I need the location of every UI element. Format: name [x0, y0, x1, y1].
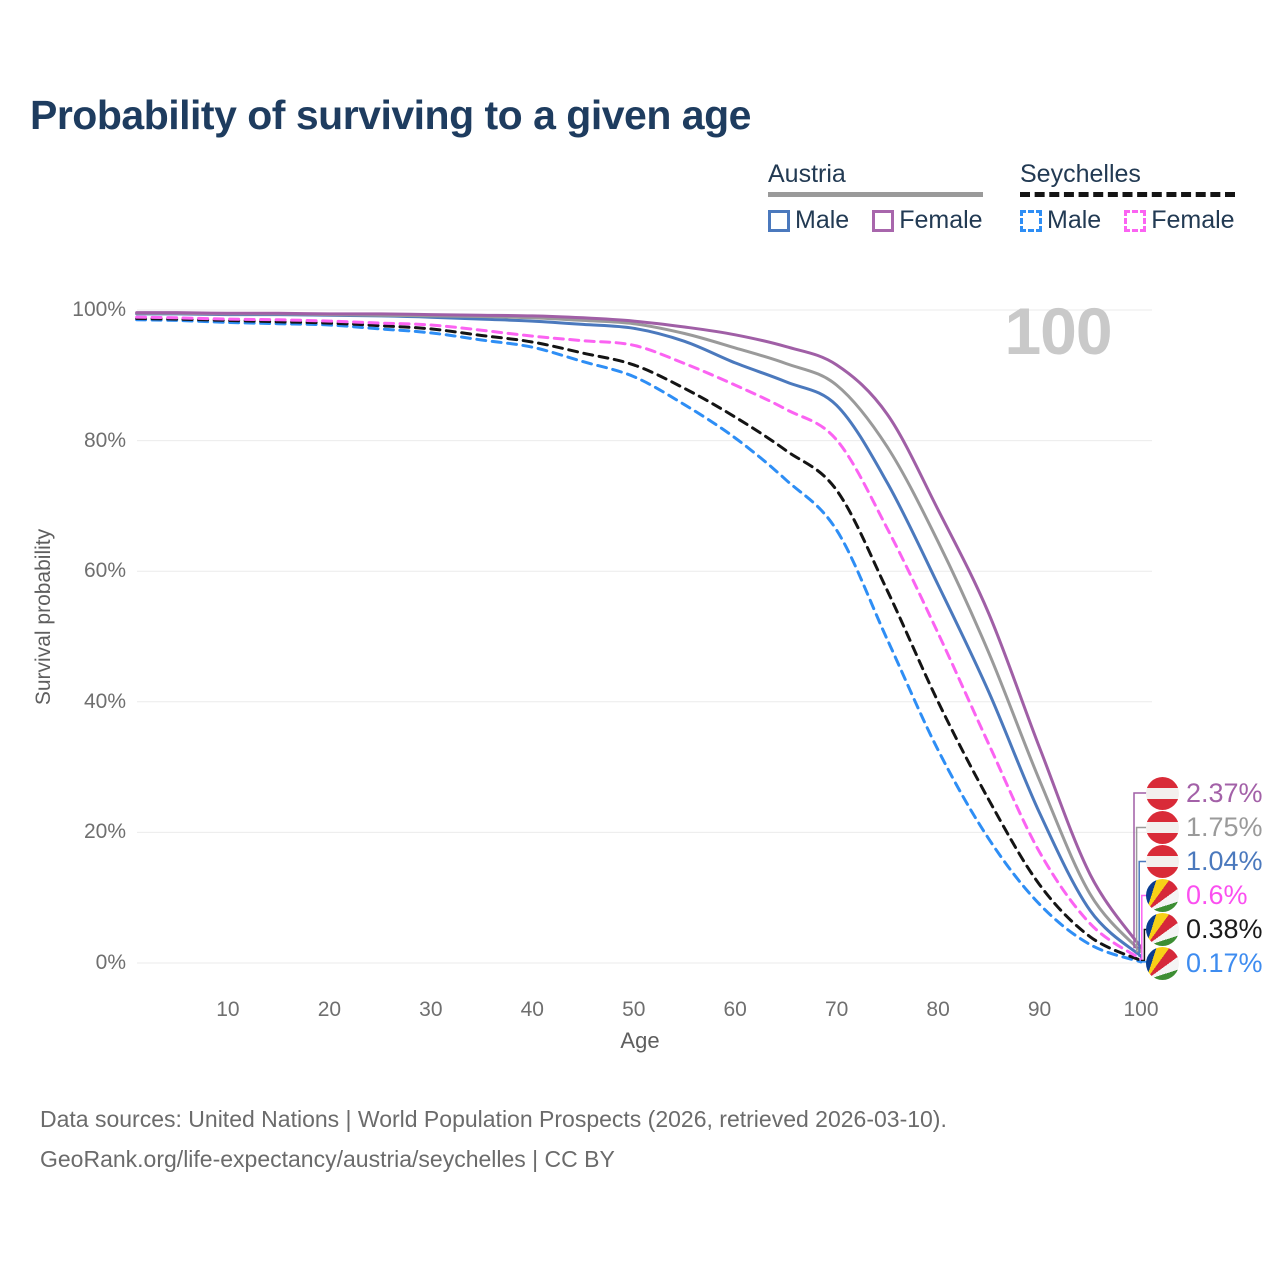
legend-item-label: Female	[899, 206, 983, 234]
end-label-value: 0.17%	[1186, 947, 1263, 978]
x-tick-label: 10	[216, 998, 240, 1021]
footer-attribution: GeoRank.org/life-expectancy/austria/seyc…	[40, 1146, 615, 1172]
y-axis-title: Survival probability	[32, 528, 55, 706]
seychelles-flag-icon	[1146, 913, 1179, 946]
end-label-value: 1.04%	[1186, 846, 1263, 876]
x-axis-title: Age	[620, 1028, 660, 1053]
austria-male-swatch-icon	[768, 209, 790, 232]
series-line-seychelles	[135, 316, 1143, 962]
end-label-value: 1.75%	[1186, 812, 1263, 842]
x-tick-label: 30	[419, 998, 443, 1021]
x-tick-label: 90	[1027, 998, 1052, 1021]
x-tick-label: 20	[317, 998, 342, 1021]
austria-flag-icon	[1146, 845, 1179, 878]
legend-group-austria: Austria Male Female	[768, 160, 983, 235]
y-tick-label: 20%	[83, 820, 126, 844]
label-connector-line	[1133, 792, 1150, 949]
seychelles-flag-icon	[1146, 946, 1179, 980]
end-label-row: 0.38%	[1146, 913, 1263, 946]
austria-solid-line-sample	[768, 192, 983, 197]
legend-austria-header: Austria	[768, 160, 846, 188]
series-line-austria-male	[135, 312, 1143, 958]
y-tick-label: 40%	[83, 689, 126, 713]
x-tick-label: 70	[824, 998, 849, 1021]
x-tick-label: 80	[926, 998, 950, 1021]
legend-item-seychelles-female[interactable]: Female	[1124, 206, 1235, 235]
legend-group-seychelles: Seychelles Male Female	[1020, 160, 1235, 235]
legend-item-austria-female[interactable]: Female	[872, 206, 983, 235]
austria-flag-icon	[1146, 776, 1179, 810]
end-label-row: 0.6%	[1146, 879, 1248, 912]
x-tick-label: 40	[520, 998, 544, 1021]
y-tick-label: 80%	[83, 428, 126, 452]
austria-female-swatch-icon	[872, 209, 895, 232]
series-line-seychelles-female	[135, 315, 1143, 961]
series-line-austria-female	[135, 311, 1143, 949]
legend-item-label: Male	[795, 206, 850, 234]
end-label-row: 0.17%	[1146, 946, 1263, 980]
end-label-value: 0.6%	[1186, 880, 1248, 910]
seychelles-dashed-line-sample	[1020, 192, 1235, 197]
seychelles-male-swatch-icon	[1020, 209, 1042, 232]
y-tick-label: 100%	[72, 298, 126, 321]
age-counter-watermark: 100	[1004, 294, 1112, 368]
austria-flag-icon	[1146, 811, 1179, 844]
seychelles-flag-icon	[1146, 879, 1179, 912]
end-label-value: 2.37%	[1186, 777, 1263, 808]
end-label-row: 1.04%	[1146, 845, 1263, 878]
y-tick-label: 0%	[95, 951, 126, 974]
chart-title: Probability of surviving to a given age	[30, 92, 751, 138]
series-line-seychelles-male	[135, 318, 1143, 964]
end-label-value: 0.38%	[1186, 914, 1263, 944]
legend-item-seychelles-male[interactable]: Male	[1020, 206, 1101, 235]
seychelles-female-swatch-icon	[1124, 209, 1147, 232]
x-tick-label: 60	[723, 998, 747, 1021]
legend-seychelles-header: Seychelles	[1020, 160, 1141, 188]
label-connector-line	[1138, 860, 1150, 957]
end-label-row: 2.37%	[1146, 776, 1263, 810]
x-tick-label: 100	[1123, 998, 1159, 1021]
y-tick-label: 60%	[83, 559, 126, 583]
end-label-row: 1.75%	[1146, 811, 1263, 844]
label-connector-line	[1141, 894, 1150, 960]
x-tick-label: 50	[622, 998, 646, 1021]
legend-item-label: Female	[1151, 206, 1235, 234]
series-line-austria	[135, 311, 1143, 954]
legend-item-austria-male[interactable]: Male	[768, 206, 849, 235]
legend-item-label: Male	[1047, 206, 1102, 234]
footer-data-sources: Data sources: United Nations | World Pop…	[40, 1106, 947, 1132]
